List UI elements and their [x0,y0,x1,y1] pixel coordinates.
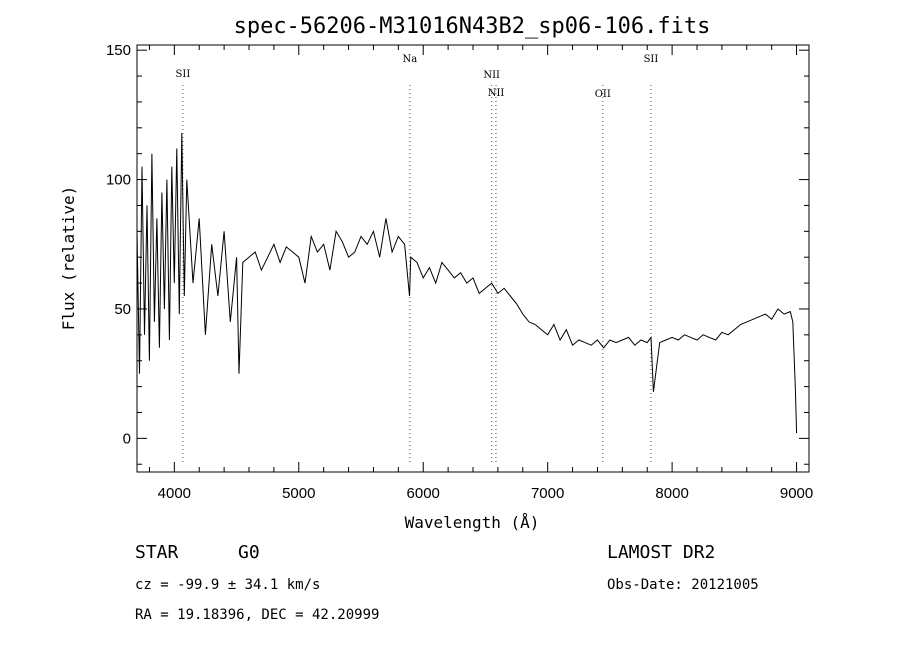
spectral-line-label: NII [488,88,505,99]
y-axis-label: Flux (relative) [59,186,78,331]
spectrum-series-line [136,132,798,434]
y-tick-label: 150 [106,42,131,59]
x-tick-label: 8000 [655,485,688,502]
obs-date: Obs-Date: 20121005 [607,577,759,593]
y-axis-ticks: 0 50 100 150 [106,42,809,465]
object-class: STAR [135,542,179,563]
spectral-line-label: OII [595,89,611,100]
x-axis-ticks: 4000 5000 6000 7000 8000 9000 [148,45,813,502]
chart-title: spec-56206-M31016N43B2_sp06-106.fits [234,14,711,39]
redshift-text: cz = -99.9 ± 34.1 km/s [135,577,320,593]
survey-name: LAMOST DR2 [607,542,715,563]
x-tick-label: 7000 [531,485,564,502]
x-tick-label: 5000 [282,485,315,502]
spectral-line-label: SII [644,54,659,65]
y-tick-label: 0 [123,430,131,447]
x-tick-label: 9000 [780,485,813,502]
y-tick-label: 100 [106,172,131,189]
x-axis-label: Wavelength (Å) [405,513,540,532]
coordinates-text: RA = 19.18396, DEC = 42.20999 [135,607,379,623]
spectral-line-label: NII [483,70,500,81]
y-tick-label: 50 [114,301,131,318]
x-tick-label: 6000 [407,485,440,502]
plot-frame [136,44,810,473]
object-subclass: G0 [238,542,260,563]
x-tick-label: 4000 [158,485,191,502]
spectral-line-label: SII [176,69,191,80]
spectral-line-label: Na [403,54,418,65]
